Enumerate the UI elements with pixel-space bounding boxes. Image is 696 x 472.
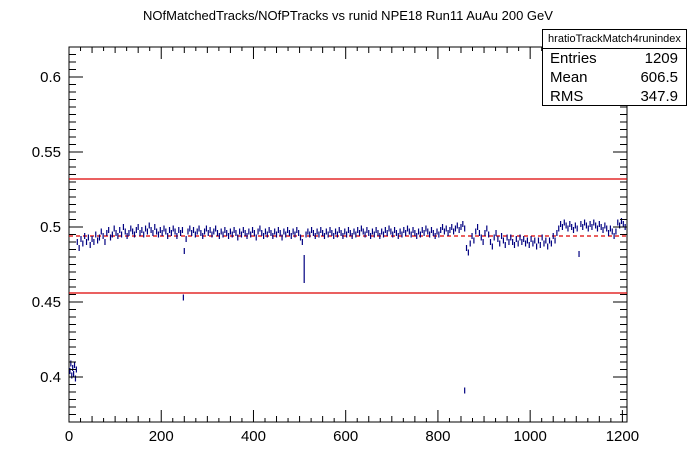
y-tick-label-2: 0.5 [40, 219, 61, 236]
y-tick-label-1: 0.45 [32, 294, 61, 311]
y-tick-label-0: 0.4 [40, 369, 61, 386]
x-tick-label-400: 400 [241, 428, 266, 445]
data-points [69, 218, 626, 394]
chart-title: NOfMatchedTracks/NOfPTracks vs runid NPE… [143, 8, 553, 23]
x-tick-label-0: 0 [65, 428, 73, 445]
stats-box: hratioTrackMatch4runindex Entries 1209 M… [542, 29, 687, 106]
stats-rms-label: RMS [550, 88, 584, 105]
stats-box-name: hratioTrackMatch4runindex [543, 30, 686, 49]
x-tick-label-1000: 1000 [513, 428, 546, 445]
stats-mean-value: 606.5 [640, 69, 678, 86]
x-tick-label-200: 200 [149, 428, 174, 445]
x-axis: 0 200 400 600 800 1000 1200 [65, 47, 639, 445]
y-axis: 0.4 0.45 0.5 0.55 0.6 [32, 46, 627, 423]
y-tick-label-4: 0.6 [40, 69, 61, 86]
y-tick-label-3: 0.55 [32, 144, 61, 161]
stats-mean-label: Mean [550, 69, 588, 86]
stats-mean-row: Mean 606.5 [543, 68, 686, 87]
x-tick-label-1200: 1200 [606, 428, 639, 445]
stats-entries-value: 1209 [644, 50, 678, 67]
x-tick-label-800: 800 [425, 428, 450, 445]
x-tick-label-600: 600 [333, 428, 358, 445]
stats-entries-label: Entries [550, 50, 597, 67]
stats-rms-row: RMS 347.9 [543, 87, 686, 106]
stats-rms-value: 347.9 [640, 88, 678, 105]
stats-entries-row: Entries 1209 [543, 49, 686, 68]
